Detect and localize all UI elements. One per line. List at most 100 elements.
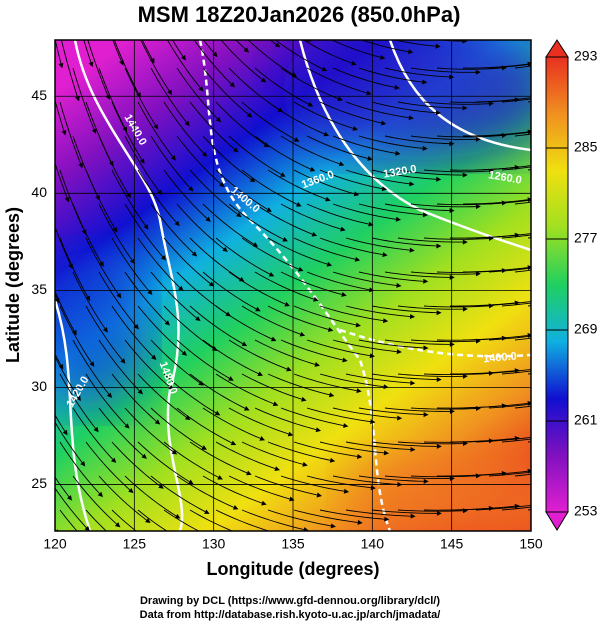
stream-arrow [423,478,429,484]
stream-arrow [204,509,210,514]
streamline [124,407,174,452]
streamline [371,237,437,247]
contour-line [298,40,531,252]
stream-arrow [395,216,402,222]
stream-arrow [139,158,145,164]
streamline [113,40,139,94]
streamline [358,203,424,216]
streamline [501,370,531,375]
colorbar-tick-label: 277 [574,230,598,246]
streamline [247,40,293,75]
stream-arrow [5,199,10,204]
streamline [358,475,424,482]
streamline [332,271,397,286]
streamline [59,509,78,531]
stream-arrow [229,82,236,88]
streamline [241,373,302,400]
streamline [267,101,325,135]
stream-arrow [243,47,250,53]
stream-arrow [380,120,387,126]
streamline [137,237,181,288]
stream-arrow [314,362,320,367]
stream-arrow [410,447,416,453]
stream-arrow [95,195,100,201]
stream-arrow [394,84,400,90]
streamline [254,271,315,300]
streamline [514,133,531,137]
streamline [423,305,489,308]
stream-arrow [356,454,363,459]
stream-arrow [141,453,147,459]
stream-arrow [78,162,83,169]
streamline [332,475,398,485]
stream-arrow [61,129,67,136]
stream-arrow [272,401,279,407]
streamline [410,407,476,410]
streamline [358,67,423,83]
streamline [220,40,263,80]
streamline [319,373,384,388]
streamline [0,0,2,65]
streamline [345,373,411,384]
streamline [189,509,234,531]
stream-arrow [366,90,372,96]
streamline [72,339,110,395]
stream-arrow [423,412,429,418]
streamline [267,237,328,265]
stream-arrow [102,556,107,561]
stream-arrow [316,492,322,498]
stream-arrow [201,445,207,450]
stream-arrow [93,426,99,433]
streamline [163,373,217,414]
streamline [293,237,356,260]
stream-arrow [462,40,468,44]
streamline [410,203,476,208]
stream-arrow [462,373,468,379]
stream-arrow [28,366,33,372]
streamline [410,135,476,141]
streamline [423,237,489,240]
stream-arrow [396,282,402,288]
streamline [345,237,410,251]
stream-arrow [340,226,346,232]
contour-line [339,328,531,358]
stream-arrow [15,400,20,406]
streamline [449,370,515,375]
stream-arrow [212,51,218,57]
x-axis-label: Longitude (degrees) [206,559,379,579]
streamline [215,169,268,210]
stream-arrow [540,366,545,371]
streamline [72,271,106,329]
stream-arrow [462,239,468,245]
stream-arrow [18,165,23,170]
stream-arrow [423,278,429,284]
stream-arrow [422,79,428,85]
stream-arrow [591,19,596,24]
streamline [98,67,126,128]
stream-arrow [514,503,520,509]
stream-arrow [353,191,360,197]
streamline [514,337,531,341]
streamline [34,102,50,165]
x-tick-label: 145 [440,536,464,552]
streamline [228,407,289,435]
stream-arrow [58,62,64,69]
streamline [202,271,257,310]
streamline [280,407,344,426]
stream-arrow [436,377,442,383]
stream-arrow [540,26,545,31]
streamline [528,22,592,34]
streamline [72,67,95,130]
streamline [111,373,157,422]
stream-arrow [282,237,288,242]
contour-label: 1400.0 [483,350,518,365]
streamline [176,339,230,379]
streamline [137,509,168,531]
streamline [0,476,25,534]
stream-arrow [383,450,390,456]
streamline [501,438,531,443]
stream-arrow [475,473,481,479]
stream-arrow [328,392,335,398]
stream-arrow [184,120,190,127]
streamline [384,339,450,345]
